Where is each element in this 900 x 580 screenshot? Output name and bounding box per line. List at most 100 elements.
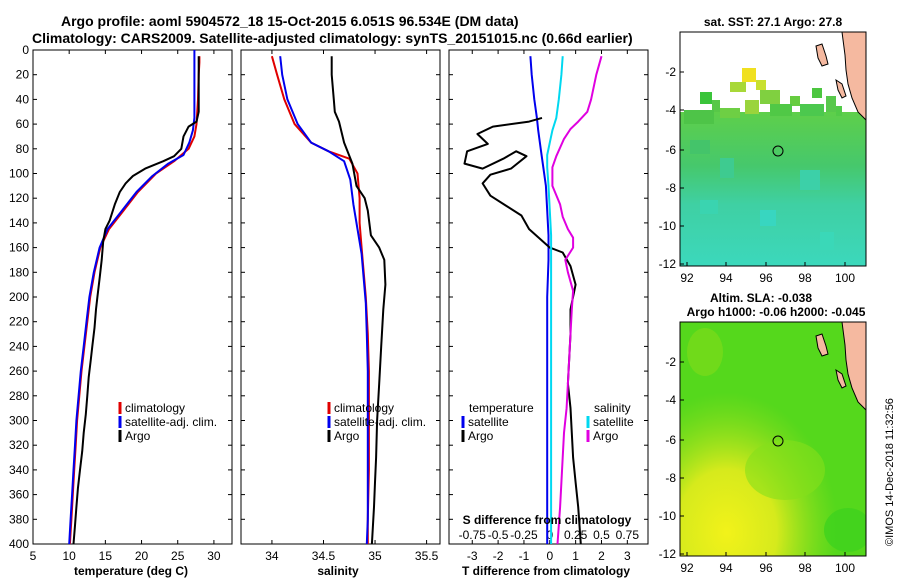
x-tick-label: 34.5 <box>312 549 336 563</box>
depth-tick-label: 260 <box>9 364 29 378</box>
sst-pixel-patch <box>742 68 756 82</box>
depth-tick-label: 160 <box>9 241 29 255</box>
sla-patch <box>745 440 825 500</box>
map-x-tick-label: 94 <box>719 271 733 285</box>
sla-map <box>680 322 866 556</box>
difference-series <box>463 55 603 544</box>
map-y-tick-label: -6 <box>665 433 676 447</box>
depth-tick-label: 20 <box>16 68 30 82</box>
x-tick-label: 20 <box>135 549 149 563</box>
land-sumatra <box>841 322 866 411</box>
x-tick-label: 35.5 <box>415 549 439 563</box>
x-tick-label: 10 <box>63 549 77 563</box>
sla-patch <box>687 328 723 376</box>
depth-tick-label: 320 <box>9 438 29 452</box>
sst-map <box>680 32 866 266</box>
x-tick-label: 30 <box>207 549 221 563</box>
series-line-satellite-adj-clim- <box>279 56 369 544</box>
sst-data-patches <box>684 68 842 250</box>
sst-pixel-patch <box>720 108 740 118</box>
map-x-tick-label: 96 <box>759 561 773 575</box>
difference-x-ticks: -3 -2 -1 0 1 2 3 <box>467 50 631 563</box>
series-line-t-argo <box>463 116 582 544</box>
land-island-small <box>835 78 847 99</box>
difference-plot-frame <box>448 49 649 545</box>
sla-map-frame <box>679 321 867 557</box>
sst-pixel-patch <box>760 90 780 104</box>
map-y-tick-label: -2 <box>665 355 676 369</box>
legend-label-t-argo: Argo <box>468 429 494 443</box>
land-island <box>815 333 829 357</box>
title-line-1: Argo profile: aoml 5904572_18 15-Oct-201… <box>61 13 519 29</box>
sst-pixel-patch <box>790 96 800 106</box>
legend-label-satellite: satellite-adj. clim. <box>334 415 426 429</box>
series-line-argo <box>330 56 387 544</box>
map-x-tick-label: 92 <box>680 271 694 285</box>
temperature-legend: climatology satellite-adj. clim. Argo <box>118 401 217 443</box>
depth-tick-label: 240 <box>9 339 29 353</box>
series-line-t-satellite <box>529 56 550 544</box>
map-y-tick-label: -2 <box>665 65 676 79</box>
x-tick-label: 15 <box>99 549 113 563</box>
s-diff-tick-label: -0.5 <box>488 528 509 542</box>
legend-label-s-argo: Argo <box>593 429 619 443</box>
s-difference-axis-label: S difference from climatology <box>463 513 632 527</box>
sst-pixel-patch <box>700 92 712 104</box>
legend-label-argo: Argo <box>125 429 151 443</box>
depth-tick-label: 280 <box>9 389 29 403</box>
depth-tick-label: 60 <box>16 117 30 131</box>
legend-label-satellite: satellite-adj. clim. <box>125 415 217 429</box>
map-x-tick-label: 100 <box>835 271 855 285</box>
sla-map-title-line-1: Altim. SLA: -0.038 <box>710 291 812 305</box>
temperature-series <box>68 50 201 544</box>
map-y-tick-label: -4 <box>665 393 676 407</box>
legend-label-t-satellite: satellite <box>468 415 509 429</box>
legend-label-argo: Argo <box>334 429 360 443</box>
depth-axis: 0 20 40 60 80 100 120 140 160 180 200 220 240 260 280 3… <box>9 43 648 551</box>
sst-pixel-patch <box>730 82 746 92</box>
series-line-s-argo <box>551 55 603 544</box>
depth-tick-label: 0 <box>22 43 29 57</box>
temperature-axis-label: temperature (deg C) <box>74 564 188 578</box>
t-difference-axis-label: T difference from climatology <box>462 564 630 578</box>
x-tick-label: 5 <box>30 549 37 563</box>
legend-label-s-satellite: satellite <box>593 415 634 429</box>
s-diff-tick-label: 0.75 <box>616 528 640 542</box>
salinity-difference-x-ticks: -0.75 -0.5 -0.25 0 0.25 0.5 0.75 <box>459 528 640 542</box>
x-tick-label: 2 <box>598 549 605 563</box>
sst-pixel-patch <box>836 106 842 116</box>
x-tick-label: 0 <box>546 549 553 563</box>
temperature-x-ticks: 5 10 15 20 25 30 <box>30 50 221 563</box>
legend-heading-temperature: temperature <box>469 401 534 415</box>
x-tick-label: -1 <box>519 549 530 563</box>
map-x-tick-label: 100 <box>835 561 855 575</box>
sst-pixel-patch <box>690 140 710 154</box>
x-tick-label: 34 <box>265 549 279 563</box>
s-diff-tick-label: 0.25 <box>564 528 588 542</box>
sst-map-title: sat. SST: 27.1 Argo: 27.8 <box>704 15 843 29</box>
map-x-tick-label: 98 <box>798 561 812 575</box>
salinity-series <box>270 55 387 544</box>
map-x-tick-label: 92 <box>680 561 694 575</box>
map-y-tick-label: -8 <box>665 471 676 485</box>
sst-pixel-patch <box>800 170 820 190</box>
x-tick-label: 35 <box>368 549 382 563</box>
depth-tick-label: 180 <box>9 265 29 279</box>
sst-pixel-patch <box>770 104 792 116</box>
depth-tick-label: 140 <box>9 216 29 230</box>
legend-label-climatology: climatology <box>125 401 185 415</box>
s-diff-tick-label: 0 <box>546 528 553 542</box>
map-x-tick-label: 96 <box>759 271 773 285</box>
map-y-tick-label: -10 <box>659 219 677 233</box>
series-line-climatology <box>270 55 370 544</box>
map-y-tick-label: -8 <box>665 181 676 195</box>
x-tick-label: 1 <box>572 549 579 563</box>
map-y-tick-label: -12 <box>659 257 677 271</box>
sst-pixel-patch <box>745 100 759 114</box>
map-y-tick-label: -6 <box>665 143 676 157</box>
legend-heading-salinity: salinity <box>594 401 631 415</box>
sla-map-ticks: 92 94 96 98 100 -2 -4 -6 -8 -10 -12 <box>659 355 856 575</box>
map-y-tick-label: -12 <box>659 547 677 561</box>
sst-pixel-patch <box>800 104 824 116</box>
